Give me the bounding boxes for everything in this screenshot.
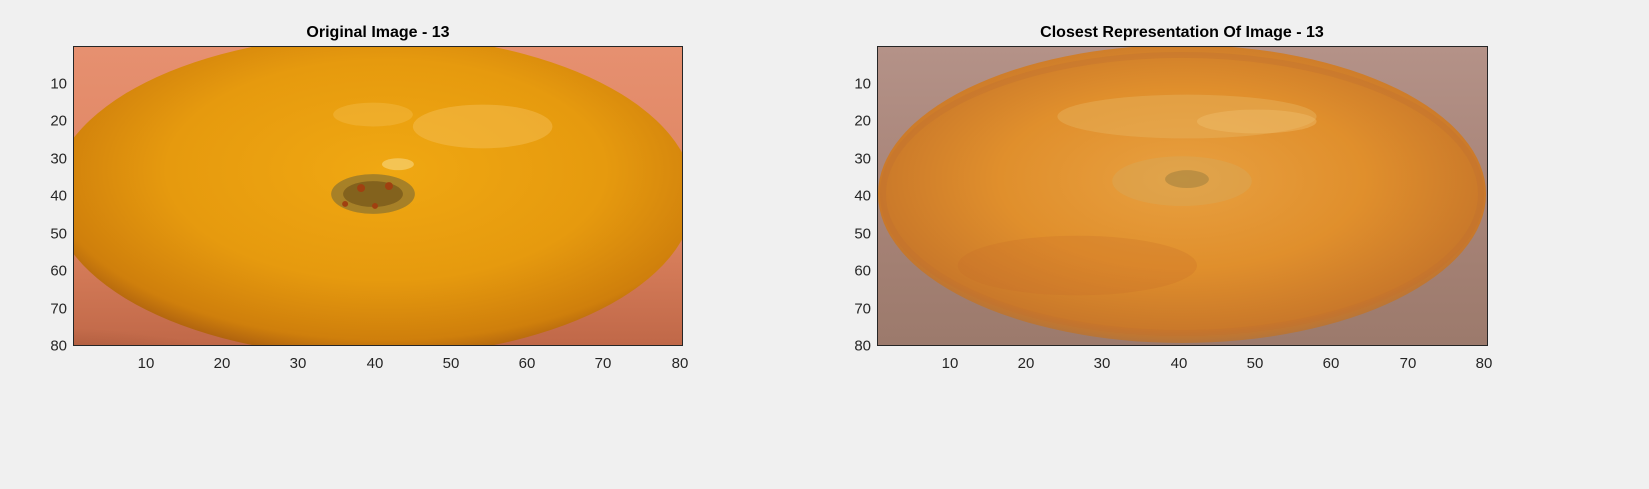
y-tick-label: 10 [50,75,67,93]
y-tick-label: 20 [854,112,871,130]
x-tick-label: 20 [213,355,231,372]
original-image-title: Original Image - 13 [306,24,450,41]
y-tick-label: 20 [50,112,67,130]
x-tick-label: 30 [1093,355,1111,372]
y-tick-label: 30 [50,150,67,168]
x-tick-label: 60 [1322,355,1340,372]
y-tick-label: 70 [854,300,871,318]
x-tick-label: 40 [366,355,384,372]
x-tick-label: 80 [671,355,689,372]
x-tick-label: 80 [1475,355,1493,372]
x-tick-label: 50 [442,355,460,372]
y-tick-label: 50 [854,225,871,243]
original-image-axes [73,46,683,346]
x-tick-label: 50 [1246,355,1264,372]
y-tick-label: 70 [50,300,67,318]
y-tick-label: 40 [50,187,67,205]
x-tick-label: 60 [518,355,536,372]
x-tick-label: 10 [941,355,959,372]
x-tick-label: 10 [137,355,155,372]
y-tick-label: 80 [854,337,871,355]
x-tick-label: 70 [594,355,612,372]
y-tick-label: 30 [854,150,871,168]
y-tick-label: 50 [50,225,67,243]
reconstruction-image-title: Closest Representation Of Image - 13 [1040,24,1324,41]
y-tick-label: 40 [854,187,871,205]
reconstruction-orange-image [878,47,1487,345]
x-tick-label: 20 [1017,355,1035,372]
y-tick-label: 80 [50,337,67,355]
y-tick-label: 10 [854,75,871,93]
reconstruction-image-axes [877,46,1488,346]
x-tick-label: 70 [1399,355,1417,372]
original-orange-image [74,47,682,345]
y-tick-label: 60 [50,262,67,280]
y-tick-label: 60 [854,262,871,280]
x-tick-label: 30 [289,355,307,372]
x-tick-label: 40 [1170,355,1188,372]
